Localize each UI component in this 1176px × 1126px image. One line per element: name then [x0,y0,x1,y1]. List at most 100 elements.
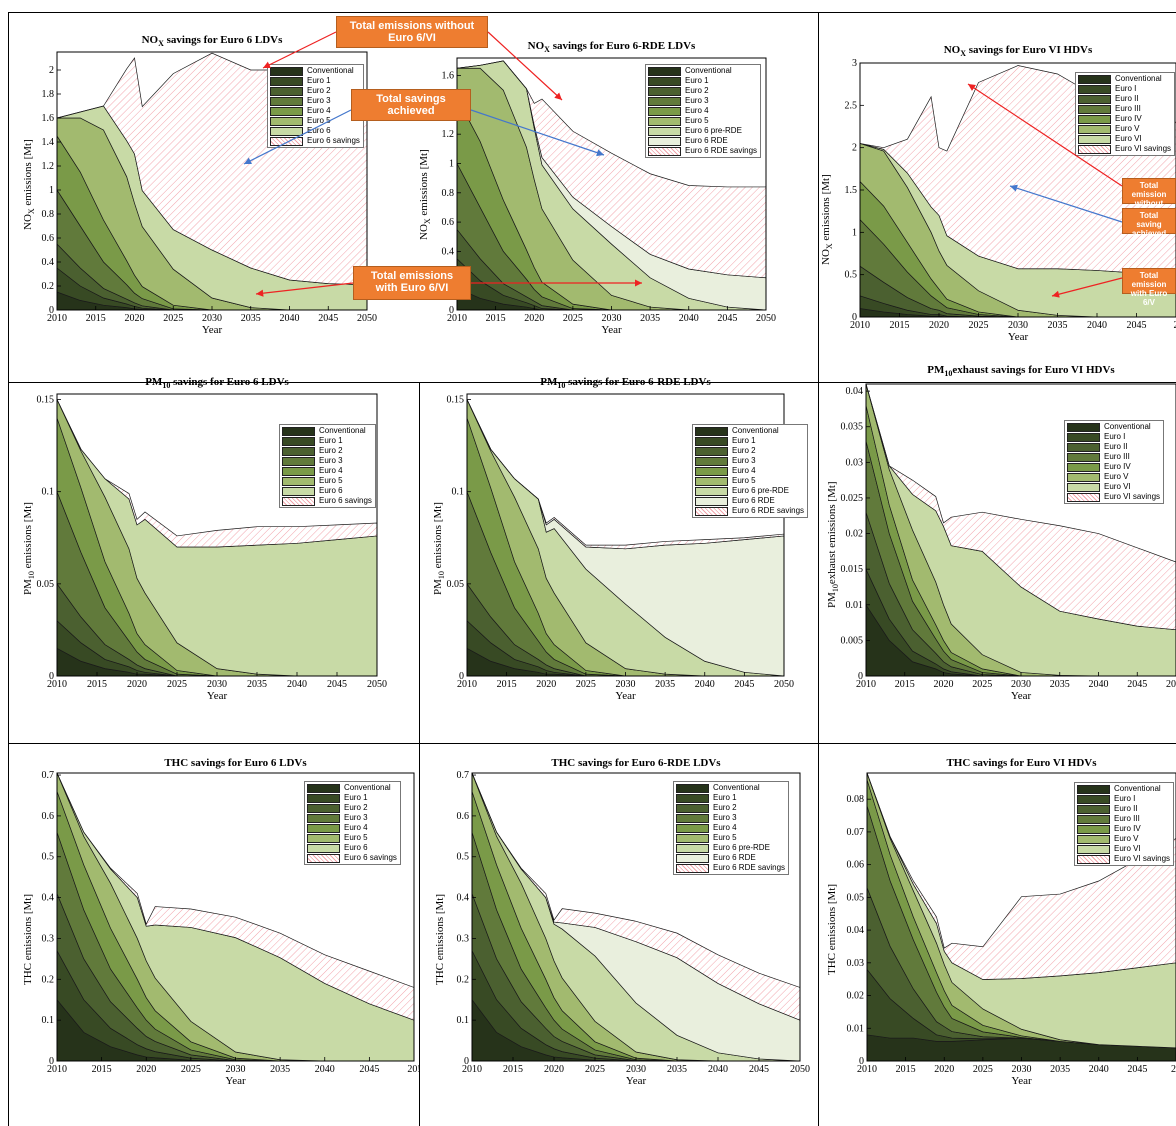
legend-label: Euro 6 pre-RDE [685,126,742,135]
legend-swatch [1067,482,1100,492]
x-tick-label: 2025 [181,1064,201,1075]
x-tick-label: 2010 [857,1064,877,1075]
x-tick-label: 2040 [287,679,307,690]
legend-swatch [648,136,681,146]
legend-swatch [282,466,315,476]
y-tick-label: 0.5 [42,852,55,863]
title-rest: savings for Euro 6 LDVs [163,34,283,46]
x-tick-label: 2045 [327,679,347,690]
arrow-right-with [1051,277,1123,298]
x-tick-label: 2045 [1127,679,1147,690]
legend-swatch [695,466,728,476]
callout-right-without: Total emission without Euro 6 [1122,178,1176,217]
legend-item: Euro IV [1067,462,1160,472]
legend-swatch [695,486,728,496]
y-tick-label: 0.8 [42,209,55,220]
legend-item: Euro 6 RDE [676,853,785,863]
x-tick-label: 2035 [247,679,267,690]
y-tick-label: 1.5 [845,185,858,196]
y-tick-label: 1.2 [42,161,55,172]
legend-label: Euro 5 [685,116,709,125]
x-axis-label: Year [1010,690,1032,702]
y-tick-label: 0.015 [841,564,864,575]
legend-label: Euro 3 [344,813,368,822]
legend-item: Conventional [1078,74,1171,84]
x-tick-label: 2025 [972,679,992,690]
x-tick-label: 2020 [544,1064,564,1075]
legend-swatch [676,823,709,833]
legend-item: Euro II [1067,442,1160,452]
legend-item: Euro 2 [676,803,785,813]
callout-total-with: Total emissions with Euro 6/VI [353,266,471,300]
legend-item: Euro 5 [676,833,785,843]
x-tick-label: 2010 [47,679,67,690]
title-rest: savings for Euro 6-RDE LDVs [565,376,711,388]
legend-swatch [676,863,709,873]
chart-title: THC savings for Euro VI HDVs [867,757,1176,769]
legend-label: Euro 2 [307,86,331,95]
y-tick-label: 1.8 [42,89,55,100]
y-tick-label: 0.03 [847,958,865,969]
legend-swatch [282,426,315,436]
legend-item: Euro 5 [648,116,757,126]
legend-label: Euro 5 [344,833,368,842]
legend-item: Euro 1 [282,436,372,446]
legend-label: Conventional [713,783,760,792]
y-tick-label: 0.04 [847,925,865,936]
chart-title: NOX savings for Euro 6 LDVs [57,34,367,48]
grid-col2-line [818,12,819,1126]
legend-swatch [270,66,303,76]
legend-item: Euro 3 [648,96,757,106]
x-tick-label: 2015 [890,320,910,331]
x-tick-label: 20 [1171,1064,1176,1075]
legend-swatch [282,486,315,496]
x-axis-label: Year [1007,331,1029,343]
legend-swatch [1078,124,1111,134]
y-tick-label: 0 [49,671,54,682]
legend-item: Euro 4 [270,106,360,116]
legend-label: Conventional [1104,422,1151,431]
legend: Conventional Euro 1 Euro 2 Euro 3 Euro 4 Euro… [279,424,376,508]
legend-label: Euro VI [1114,844,1141,853]
x-axis-label: Year [601,324,622,336]
y-tick-label: 0.4 [457,893,470,904]
legend-item: Euro 6 [270,126,360,136]
title-rest: savings for Euro 6 LDVs [170,376,289,388]
legend-item: Conventional [282,426,372,436]
legend-label: Euro 3 [713,813,737,822]
grid-col1-line [419,383,420,1126]
legend-swatch [270,106,303,116]
plot-area: 2010 2015 2020 2025 2030 2035 2040 2045 2050 0 0.1… [457,770,811,1075]
callout-total-without: Total emissions without Euro 6/VI [336,16,488,48]
x-tick-label: 2035 [1050,1064,1070,1075]
legend-swatch [1077,794,1110,804]
legend-item: Euro 6 savings [282,496,372,506]
legend-label: Euro 4 [344,823,368,832]
legend-label: Euro 4 [685,106,709,115]
legend-label: Euro 5 [307,116,331,125]
legend-swatch [307,833,340,843]
arrow-right-without [967,83,1123,187]
legend-label: Euro 1 [732,436,756,445]
legend-item: Euro 4 [282,466,372,476]
x-tick-label: 2020 [536,679,556,690]
title-subscript: X [158,39,164,49]
y-tick-label: 0 [49,1056,54,1067]
legend-item: Euro 6 [282,486,372,496]
legend-label: Euro II [1114,804,1138,813]
legend-item: Euro VI savings [1067,492,1160,502]
plot-area: 2010 2015 2020 2025 2030 2035 2040 2045 2050 0 0.0… [37,393,387,690]
legend-item: Euro 1 [676,793,785,803]
y-tick-label: 0.4 [442,246,455,257]
x-tick-label: 2030 [226,1064,246,1075]
x-tick-label: 2030 [626,1064,646,1075]
legend-item: Euro 2 [282,446,372,456]
legend-item: Conventional [1067,422,1160,432]
legend-swatch [1078,94,1111,104]
y-tick-label: 0.3 [42,933,55,944]
x-tick-label: 2025 [973,1064,993,1075]
legend-label: Euro 6 pre-RDE [732,486,789,495]
y-tick-label: 0.05 [847,892,865,903]
y-tick-label: 0.06 [847,860,865,871]
legend-swatch [1067,452,1100,462]
